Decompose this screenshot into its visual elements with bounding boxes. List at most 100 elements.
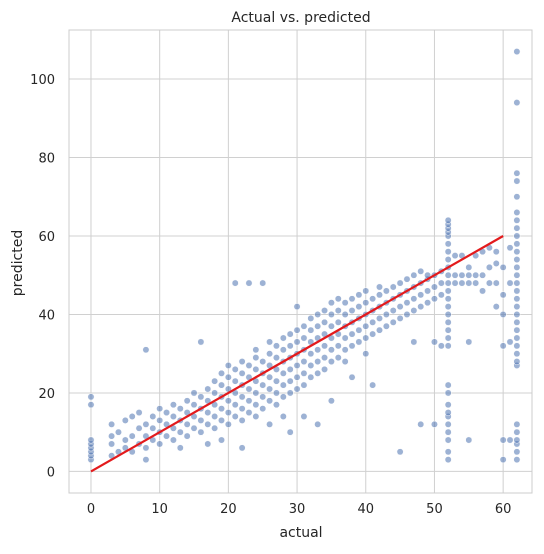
- data-point: [321, 342, 328, 350]
- data-point: [465, 436, 473, 444]
- data-point: [273, 354, 280, 362]
- data-point: [300, 413, 308, 420]
- data-point: [245, 397, 253, 405]
- data-point: [197, 338, 205, 346]
- data-point: [341, 299, 349, 307]
- y-tick-label: 60: [38, 230, 55, 245]
- data-point: [279, 369, 287, 377]
- data-point: [424, 287, 432, 295]
- data-point: [444, 401, 452, 409]
- data-point: [87, 401, 95, 409]
- data-point: [444, 256, 452, 263]
- data-point: [135, 409, 143, 417]
- data-point: [327, 322, 335, 330]
- data-point: [355, 303, 363, 311]
- data-point: [369, 295, 377, 303]
- data-point: [444, 248, 452, 256]
- y-tick-label: 80: [38, 152, 55, 167]
- data-point: [417, 267, 425, 275]
- data-point: [245, 385, 253, 393]
- x-tick-label: 20: [220, 502, 237, 517]
- data-point: [183, 420, 191, 428]
- fit-line-group: [90, 235, 504, 473]
- data-point: [417, 303, 425, 311]
- data-point: [465, 263, 473, 271]
- data-point: [513, 334, 521, 342]
- data-point: [183, 432, 191, 440]
- data-point: [396, 279, 404, 287]
- data-point: [259, 358, 267, 366]
- x-tick-label: 0: [87, 502, 95, 517]
- data-point: [513, 456, 521, 464]
- data-point: [300, 381, 308, 389]
- data-point: [369, 330, 377, 338]
- data-point: [190, 424, 198, 432]
- data-point: [197, 393, 205, 401]
- data-point: [348, 307, 356, 314]
- data-point: [149, 413, 157, 420]
- data-point: [362, 322, 370, 330]
- data-point: [314, 358, 322, 366]
- data-point: [444, 436, 452, 444]
- data-point: [362, 334, 370, 342]
- data-point: [238, 369, 246, 377]
- data-point: [252, 346, 260, 354]
- data-point: [142, 420, 150, 428]
- data-point: [224, 397, 232, 405]
- data-point: [485, 263, 493, 271]
- fit-line: [90, 235, 504, 473]
- data-point: [513, 342, 521, 350]
- data-point: [499, 291, 507, 299]
- data-point: [231, 377, 239, 385]
- data-point: [224, 362, 232, 369]
- data-point: [279, 381, 287, 389]
- data-point: [444, 428, 452, 436]
- data-point: [499, 456, 507, 464]
- data-point: [355, 338, 363, 346]
- data-point: [286, 428, 294, 436]
- data-point: [431, 283, 438, 291]
- data-point: [286, 342, 294, 350]
- data-point: [492, 248, 500, 256]
- data-point: [245, 279, 253, 287]
- data-point: [142, 456, 150, 464]
- data-point: [231, 365, 239, 373]
- data-point: [321, 318, 328, 326]
- data-point: [355, 291, 363, 299]
- data-point: [176, 444, 184, 452]
- data-point: [506, 279, 514, 287]
- data-point: [314, 369, 322, 377]
- data-point: [341, 358, 349, 366]
- data-point: [431, 338, 438, 346]
- grid: [69, 30, 532, 493]
- data-point: [327, 311, 335, 318]
- data-point: [513, 177, 521, 185]
- data-point: [307, 362, 315, 369]
- data-point: [362, 299, 370, 307]
- data-point: [204, 440, 212, 448]
- data-point: [197, 428, 205, 436]
- data-point: [499, 311, 507, 318]
- data-point: [513, 48, 521, 56]
- data-point: [451, 252, 459, 260]
- plot-frame: [68, 29, 533, 494]
- data-point: [417, 291, 425, 299]
- data-point: [300, 322, 308, 330]
- y-tick-label: 40: [38, 308, 55, 323]
- data-point: [513, 209, 521, 216]
- data-point: [279, 334, 287, 342]
- data-point: [238, 393, 246, 401]
- data-point: [403, 275, 411, 283]
- data-point: [128, 432, 136, 440]
- y-tick-label: 100: [30, 73, 55, 88]
- data-point: [492, 303, 500, 311]
- data-point: [218, 369, 225, 377]
- data-point: [293, 303, 301, 311]
- x-tick-label: 60: [495, 502, 512, 517]
- data-point: [376, 283, 383, 291]
- data-point: [142, 444, 150, 452]
- data-point: [513, 248, 521, 256]
- data-point: [513, 279, 521, 287]
- data-point: [238, 358, 246, 366]
- data-point: [163, 432, 170, 440]
